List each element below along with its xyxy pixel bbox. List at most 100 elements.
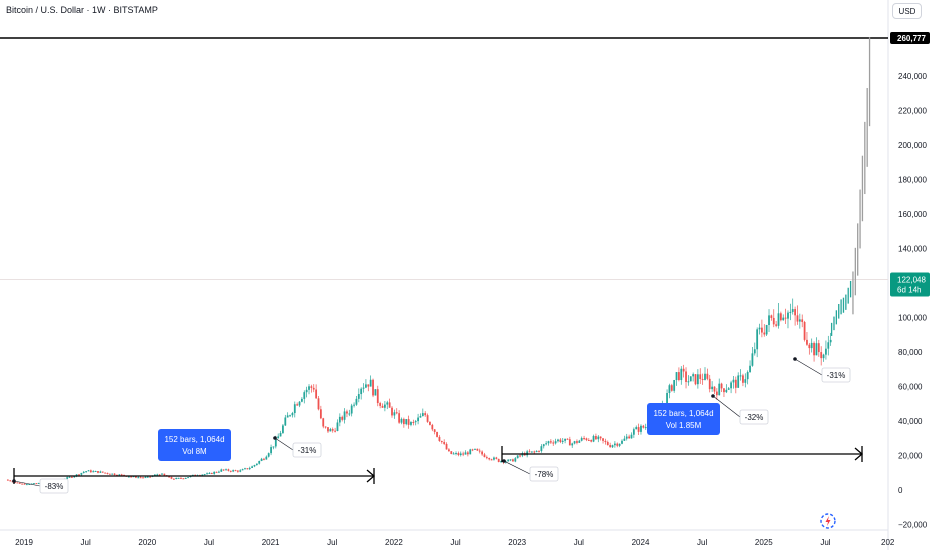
candle-body	[106, 472, 109, 474]
candle-body	[367, 384, 370, 387]
candle-body	[723, 388, 725, 393]
candle-body	[146, 476, 149, 478]
candle-body	[576, 441, 578, 443]
candle-body	[791, 309, 794, 312]
candle-body	[810, 342, 813, 349]
candle-body	[355, 398, 358, 405]
price-tick-label: 240,000	[898, 72, 927, 81]
candle-body	[97, 470, 99, 473]
candle-body	[526, 451, 529, 456]
ath-price-label: 260,777	[897, 34, 926, 43]
candle-body	[507, 459, 510, 462]
candle-body	[540, 446, 543, 452]
price-tick-label: 100,000	[898, 314, 927, 323]
time-tick-label: Jul	[204, 538, 214, 547]
candle-body	[319, 409, 322, 419]
candle-body	[203, 474, 206, 476]
candle-body	[561, 440, 564, 442]
candle-body	[602, 438, 604, 441]
candle-body	[353, 404, 355, 406]
candle-body	[625, 436, 628, 439]
candle-body	[260, 458, 263, 461]
candle-body	[784, 317, 787, 319]
candle-body	[130, 476, 133, 478]
countdown-label: 6d 14h	[897, 285, 921, 294]
drawdown-label-box[interactable]	[292, 442, 322, 458]
candle-body	[156, 474, 159, 476]
candle-body	[305, 389, 308, 393]
candle-body	[564, 438, 566, 441]
candle-body	[493, 457, 495, 460]
candle-body	[682, 368, 685, 372]
time-tick-label: 2021	[262, 538, 280, 547]
candle-body	[149, 476, 152, 478]
candle-body	[739, 375, 742, 377]
candle-body	[533, 451, 536, 453]
candle-body	[742, 375, 744, 383]
candle-body	[270, 447, 272, 454]
candle-body	[808, 344, 811, 349]
candle-body	[341, 416, 344, 420]
candle-body	[765, 325, 768, 335]
candle-body	[410, 421, 412, 425]
candle-body	[182, 478, 185, 480]
candle-body	[519, 455, 521, 457]
candle-body	[568, 439, 571, 446]
callout-dot	[12, 479, 16, 483]
candle-body	[806, 339, 808, 345]
candle-body	[25, 484, 28, 486]
measure-box-2[interactable]	[647, 403, 720, 435]
candle-body	[412, 421, 415, 423]
candle-body	[201, 474, 204, 476]
drawdown-label-box[interactable]	[739, 409, 769, 425]
candle-body	[123, 474, 125, 476]
candle-body	[255, 463, 258, 466]
candle-body	[464, 452, 467, 455]
candle-body	[194, 474, 197, 476]
candle-body	[229, 470, 232, 472]
candle-body	[597, 436, 600, 440]
candle-body	[153, 474, 156, 476]
candle-body	[772, 317, 775, 325]
candle-body	[746, 372, 749, 380]
candle-body	[225, 469, 227, 471]
date-range-2-arrow-icon	[854, 447, 863, 461]
drawdown-label-box[interactable]	[39, 478, 69, 494]
candle-body	[616, 443, 619, 446]
candle-body	[429, 421, 431, 425]
candle-body	[720, 383, 723, 389]
candle-body	[566, 438, 569, 440]
drawdown-label-box[interactable]	[821, 367, 851, 383]
candle-body	[820, 352, 823, 359]
candle-body	[92, 471, 95, 473]
candle-body	[803, 322, 806, 340]
time-tick-label: 202	[881, 538, 895, 547]
candle-body	[730, 382, 732, 389]
time-tick-label: 2019	[15, 538, 33, 547]
measure-box-1[interactable]	[158, 429, 231, 461]
candle-body	[108, 473, 111, 475]
currency-button[interactable]: USD	[892, 3, 922, 19]
candle-body	[666, 393, 668, 406]
candle-body	[395, 412, 398, 414]
candle-body	[801, 319, 804, 323]
candle-body	[158, 474, 161, 476]
candle-body	[417, 417, 419, 422]
candle-body	[644, 427, 647, 429]
drawdown-label-box[interactable]	[529, 466, 559, 482]
candle-body	[177, 477, 180, 479]
candle-body	[111, 473, 114, 475]
candle-body	[241, 469, 244, 471]
candle-body	[360, 388, 363, 395]
candle-body	[282, 425, 284, 433]
candle-body	[727, 388, 730, 390]
candle-body	[585, 438, 588, 440]
candle-body	[393, 412, 396, 416]
candle-body	[9, 480, 12, 482]
candle-body	[303, 392, 306, 399]
candle-body	[798, 319, 801, 322]
candle-body	[33, 483, 35, 485]
candle-body	[554, 441, 557, 444]
candle-body	[376, 389, 379, 404]
